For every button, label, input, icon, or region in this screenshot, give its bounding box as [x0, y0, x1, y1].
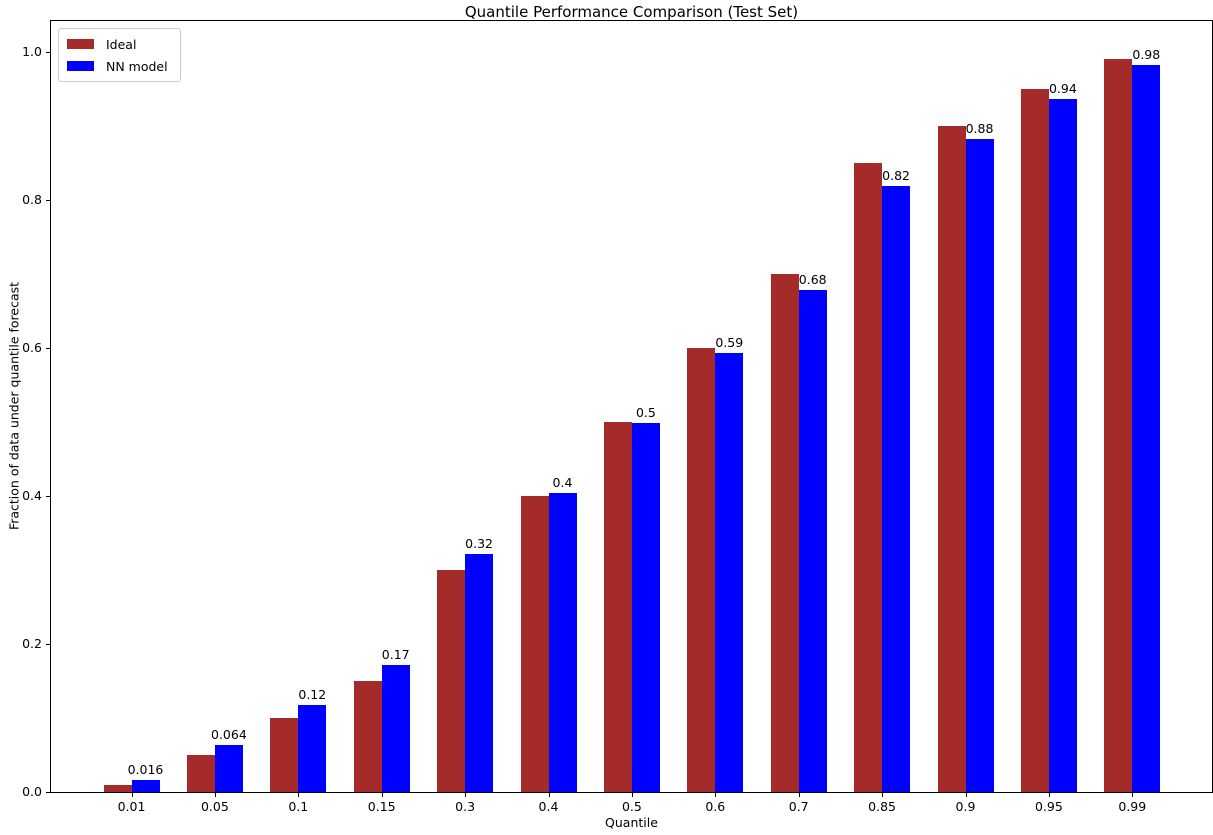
- bar-ideal-0.1: [270, 718, 299, 792]
- bar-ideal-0.01: [103, 785, 132, 792]
- legend-label: Ideal: [106, 36, 137, 52]
- x-tick-mark: [214, 793, 216, 797]
- bar-value-label: 0.016: [127, 762, 164, 777]
- bar-nn-model-0.7: [798, 290, 827, 792]
- y-tick-mark: [46, 52, 50, 53]
- x-tick-label: 0.01: [117, 799, 146, 814]
- bar-value-label: 0.32: [465, 536, 494, 551]
- bar-value-label: 0.59: [715, 335, 744, 350]
- chart-title: Quantile Performance Comparison (Test Se…: [464, 3, 799, 21]
- x-tick-label: 0.99: [1118, 799, 1147, 814]
- bar-ideal-0.3: [437, 570, 466, 792]
- bar-ideal-0.7: [770, 274, 799, 792]
- x-tick-label: 0.3: [455, 799, 476, 814]
- bar-nn-model-0.01: [131, 780, 160, 792]
- x-tick-label: 0.6: [705, 799, 726, 814]
- legend-swatch-icon: [67, 61, 94, 71]
- x-tick-mark: [465, 793, 467, 797]
- bar-value-label: 0.5: [635, 405, 656, 420]
- x-tick-mark: [298, 793, 300, 797]
- plot-area: 0.016 0.064 0.12 0.17 0.32 0.4 0.5 0.59 0.68 0.82…: [50, 20, 1213, 793]
- bar-nn-model-0.99: [1132, 65, 1161, 792]
- x-tick-label: 0.5: [621, 799, 642, 814]
- x-tick-label: 0.1: [288, 799, 309, 814]
- x-tick-label: 0.95: [1034, 799, 1063, 814]
- bar-ideal-0.9: [937, 126, 966, 792]
- bar-nn-model-0.85: [882, 186, 911, 792]
- x-tick-mark: [548, 793, 550, 797]
- x-tick-mark: [131, 793, 133, 797]
- bar-ideal-0.05: [186, 755, 215, 792]
- bar-ideal-0.5: [603, 422, 632, 792]
- x-tick-label: 0.9: [955, 799, 976, 814]
- y-tick-label: 0.4: [22, 488, 42, 503]
- y-tick-label: 1.0: [22, 44, 42, 59]
- bar-ideal-0.99: [1104, 59, 1133, 792]
- y-tick-mark: [46, 348, 50, 349]
- bar-value-label: 0.4: [552, 475, 573, 490]
- bar-value-label: 0.98: [1132, 47, 1161, 62]
- bar-nn-model-0.9: [965, 139, 994, 792]
- y-tick-label: 0.8: [22, 192, 42, 207]
- y-tick-label: 0.2: [22, 636, 42, 651]
- bar-nn-model-0.6: [715, 353, 744, 792]
- x-tick-mark: [381, 793, 383, 797]
- bar-value-label: 0.88: [965, 121, 994, 136]
- y-tick-mark: [46, 644, 50, 645]
- x-tick-mark: [715, 793, 717, 797]
- legend-label: NN model: [106, 58, 168, 74]
- bar-nn-model-0.1: [298, 705, 327, 792]
- bar-nn-model-0.3: [465, 554, 494, 792]
- bar-nn-model-0.05: [214, 745, 243, 792]
- x-tick-label: 0.85: [868, 799, 897, 814]
- bar-value-label: 0.064: [210, 727, 247, 742]
- x-tick-mark: [798, 793, 800, 797]
- x-tick-mark: [1048, 793, 1050, 797]
- bar-nn-model-0.5: [631, 423, 660, 792]
- y-axis-label: Fraction of data under quantile forecast: [6, 281, 22, 531]
- bar-ideal-0.6: [687, 348, 716, 792]
- x-tick-label: 0.05: [200, 799, 229, 814]
- y-tick-label: 0.6: [22, 340, 42, 355]
- bar-ideal-0.95: [1020, 89, 1049, 792]
- bar-ideal-0.15: [353, 681, 382, 792]
- bar-value-label: 0.82: [882, 168, 911, 183]
- x-tick-label: 0.15: [367, 799, 396, 814]
- x-tick-mark: [965, 793, 967, 797]
- legend: Ideal NN model: [58, 28, 181, 82]
- x-tick-mark: [631, 793, 633, 797]
- bar-value-label: 0.12: [298, 687, 327, 702]
- legend-item-ideal: Ideal: [67, 35, 168, 53]
- x-tick-label: 0.7: [788, 799, 809, 814]
- bar-value-label: 0.68: [798, 272, 827, 287]
- legend-item-nn-model: NN model: [67, 57, 168, 75]
- legend-swatch-icon: [67, 39, 94, 49]
- bar-nn-model-0.95: [1048, 99, 1077, 792]
- bar-nn-model-0.15: [381, 665, 410, 792]
- y-tick-mark: [46, 792, 50, 793]
- x-tick-label: 0.4: [538, 799, 559, 814]
- y-tick-mark: [46, 496, 50, 497]
- y-tick-label: 0.0: [22, 784, 42, 799]
- bar-nn-model-0.4: [548, 493, 577, 792]
- bar-ideal-0.85: [854, 163, 883, 792]
- bar-value-label: 0.94: [1048, 81, 1077, 96]
- bar-value-label: 0.17: [381, 647, 410, 662]
- y-tick-mark: [46, 200, 50, 201]
- x-tick-mark: [1132, 793, 1134, 797]
- bar-ideal-0.4: [520, 496, 549, 792]
- x-axis-label: Quantile: [605, 815, 658, 830]
- x-tick-mark: [882, 793, 884, 797]
